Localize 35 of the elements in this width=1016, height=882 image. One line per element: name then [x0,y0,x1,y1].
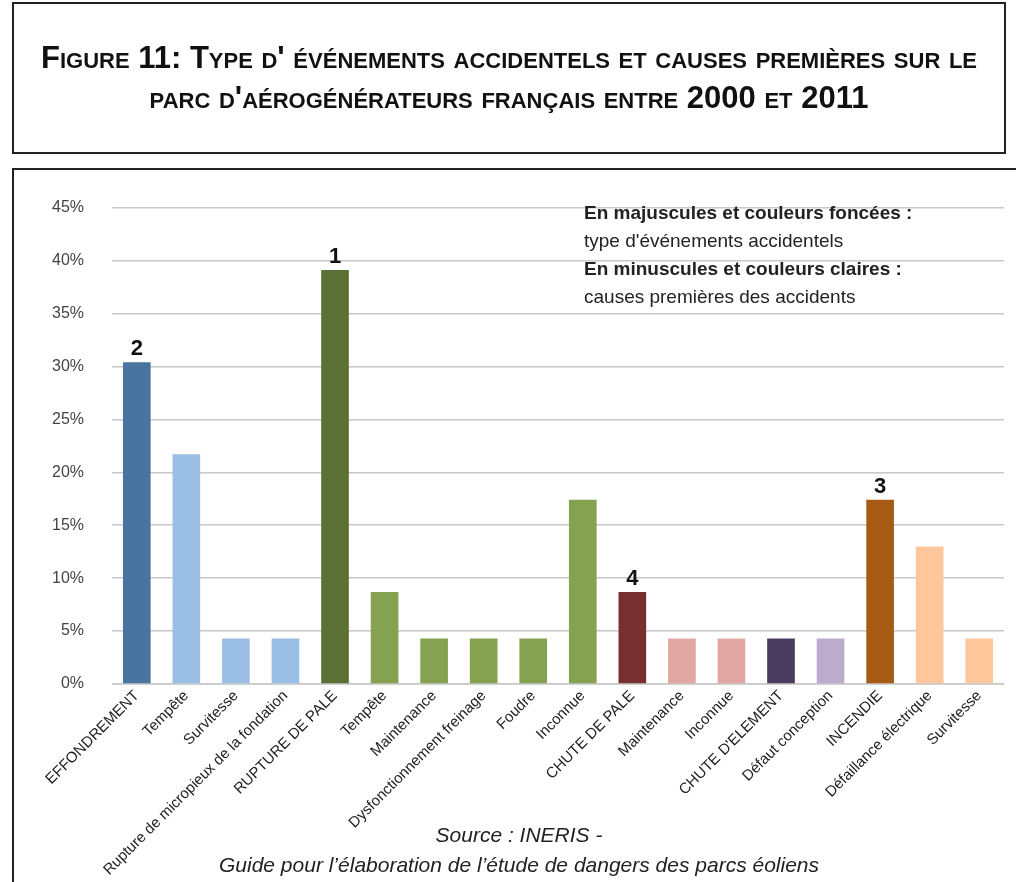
bar [668,638,696,684]
bar [717,638,746,684]
bar [618,591,647,684]
y-tick-label: 5% [60,621,85,639]
annotation: En minuscules et couleurs claires : causes premières des accidents [584,257,902,307]
bar [816,638,845,684]
bar [122,362,151,684]
chart-title: Figure 11: Type d' événements accidentels et causes premières sur le parc d'aérogénérateurs français entre 2000 et 2011 [40,39,978,117]
bar [420,638,448,684]
bar [915,546,944,684]
y-tick-label: 10% [51,568,85,586]
y-tick-label: 30% [51,356,85,374]
annotation: 2 [130,335,143,361]
annotation: En majuscules et couleurs foncées : type d'événements accidentels [584,201,913,251]
bar [370,591,399,684]
bar [519,638,548,684]
y-tick-label: 40% [51,250,85,268]
y-tick-label: 35% [51,303,85,321]
bar [271,638,300,684]
y-tick-label: 45% [51,198,85,216]
bar [321,270,349,684]
annotation: 3 [873,472,887,498]
bar [965,638,994,684]
y-tick-label: 15% [51,515,85,533]
bar [568,499,597,684]
bar [767,638,795,684]
bar [172,454,201,684]
bar [469,638,498,684]
y-tick-label: 25% [51,409,85,427]
annotation: 1 [328,243,342,269]
annotation: 4 [626,564,640,590]
y-tick-label: 0% [60,674,85,692]
y-tick-label: 20% [51,462,85,480]
bar [866,499,894,684]
bar [222,638,250,684]
